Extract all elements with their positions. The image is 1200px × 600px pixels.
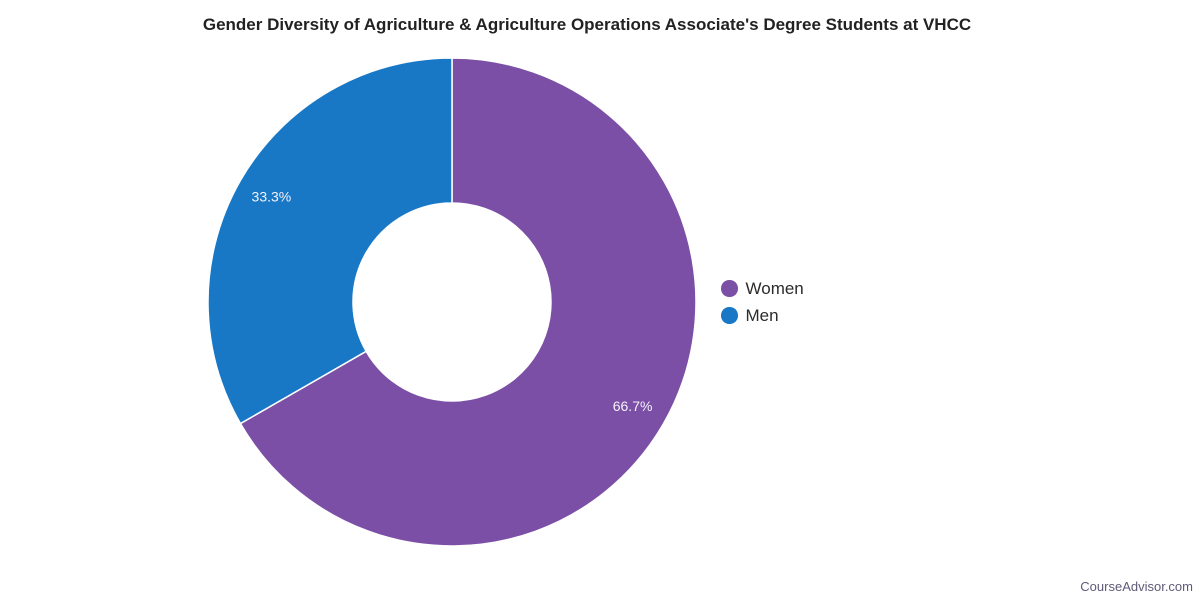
svg-text:33.3%: 33.3% — [252, 189, 292, 205]
svg-text:66.7%: 66.7% — [613, 398, 653, 414]
